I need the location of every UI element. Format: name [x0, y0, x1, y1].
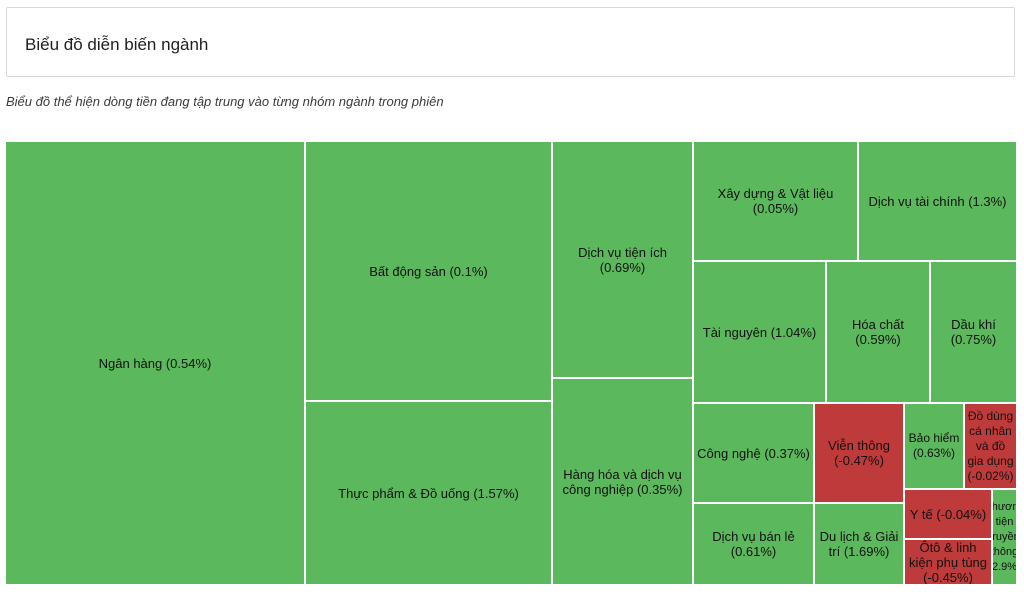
treemap-cell-label: Dịch vụ tiện ích (0.69%) — [578, 244, 667, 275]
treemap-cell-label: Xây dựng & Vật liệu (0.05%) — [717, 186, 834, 216]
treemap-cell-label: Bất động sản (0.1%) — [369, 263, 488, 279]
treemap-cell-xay-dung-vat-lieu[interactable]: Xây dựng & Vật liệu (0.05%) — [693, 141, 858, 261]
page-title: Biểu đồ diễn biến ngành — [25, 35, 209, 54]
treemap-cell-label: Tài nguyên (1.04%) — [702, 324, 817, 340]
treemap-cell-bat-dong-san[interactable]: Bất động sản (0.1%) — [305, 141, 552, 401]
chart-subtitle: Biểu đồ thể hiện dòng tiền đang tập trun… — [6, 94, 444, 109]
treemap-cell-label: Ôtô & linh kiện phụ tùng (-0.45%) — [908, 539, 988, 585]
treemap-cell-du-lich-giai-tri[interactable]: Du lịch & Giải trí (1.69%) — [814, 503, 904, 585]
treemap-cell-label: Phương tiện truyền thông (2.9%) — [992, 500, 1017, 573]
header-card: Biểu đồ diễn biến ngành — [6, 7, 1015, 77]
treemap-cell-label: Đồ dùng cá nhân và đồ gia dụng (-0.02%) — [967, 408, 1014, 483]
treemap-cell-label: Y tế (-0.04%) — [909, 506, 987, 522]
treemap-cell-dau-khi[interactable]: Dầu khí (0.75%) — [930, 261, 1017, 403]
treemap-cell-ngan-hang[interactable]: Ngân hàng (0.54%) — [5, 141, 305, 585]
treemap-cell-label: Dịch vụ bán lẻ (0.61%) — [712, 529, 795, 559]
treemap-cell-do-dung-ca-nhan-va-do-gia-dung[interactable]: Đồ dùng cá nhân và đồ gia dụng (-0.02%) — [964, 403, 1017, 489]
treemap-cell-dich-vu-tai-chinh[interactable]: Dịch vụ tài chính (1.3%) — [858, 141, 1017, 261]
treemap-cell-bao-hiem[interactable]: Bảo hiểm (0.63%) — [904, 403, 964, 489]
treemap-cell-cong-nghe[interactable]: Công nghệ (0.37%) — [693, 403, 814, 503]
treemap-cell-hoa-chat[interactable]: Hóa chất (0.59%) — [826, 261, 930, 403]
sector-treemap: Ngân hàng (0.54%) Bất động sản (0.1%) Thực… — [5, 141, 1017, 585]
treemap-cell-label: Hàng hóa và dịch vụ công nghiệp (0.35%) — [562, 466, 683, 497]
treemap-cell-dich-vu-tien-ich[interactable]: Dịch vụ tiện ích (0.69%) — [552, 141, 693, 378]
treemap-cell-thuc-pham-do-uong[interactable]: Thực phẩm & Đồ uống (1.57%) — [305, 401, 552, 585]
treemap-cell-label: Ngân hàng (0.54%) — [98, 355, 212, 371]
treemap-cell-vien-thong[interactable]: Viễn thông (-0.47%) — [814, 403, 904, 503]
treemap-cell-label: Công nghệ (0.37%) — [697, 445, 810, 461]
treemap-cell-label: Hóa chất (0.59%) — [851, 317, 905, 347]
treemap-cell-label: Bảo hiểm (0.63%) — [908, 431, 960, 460]
treemap-cell-label: Du lịch & Giải trí (1.69%) — [819, 529, 899, 559]
treemap-cell-hang-hoa-va-dich-vu-cong-nghiep[interactable]: Hàng hóa và dịch vụ công nghiệp (0.35%) — [552, 378, 693, 585]
treemap-cell-y-te[interactable]: Y tế (-0.04%) — [904, 489, 992, 539]
treemap-cell-label: Dịch vụ tài chính (1.3%) — [868, 193, 1007, 209]
treemap-cell-label: Viễn thông (-0.47%) — [828, 438, 890, 468]
treemap-cell-phuong-tien-truyen-thong[interactable]: Phương tiện truyền thông (2.9%) — [992, 489, 1017, 585]
treemap-cell-oto-linh-kien-phu-tung[interactable]: Ôtô & linh kiện phụ tùng (-0.45%) — [904, 539, 992, 585]
treemap-cell-label: Dầu khí (0.75%) — [950, 317, 997, 347]
treemap-cell-dich-vu-ban-le[interactable]: Dịch vụ bán lẻ (0.61%) — [693, 503, 814, 585]
treemap-cell-tai-nguyen[interactable]: Tài nguyên (1.04%) — [693, 261, 826, 403]
treemap-cell-label: Thực phẩm & Đồ uống (1.57%) — [338, 485, 519, 501]
